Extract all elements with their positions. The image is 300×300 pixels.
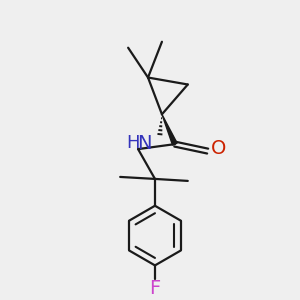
Text: F: F	[149, 279, 161, 298]
Polygon shape	[162, 114, 177, 145]
Text: H: H	[126, 134, 140, 152]
Text: N: N	[137, 134, 151, 153]
Text: O: O	[211, 139, 226, 158]
